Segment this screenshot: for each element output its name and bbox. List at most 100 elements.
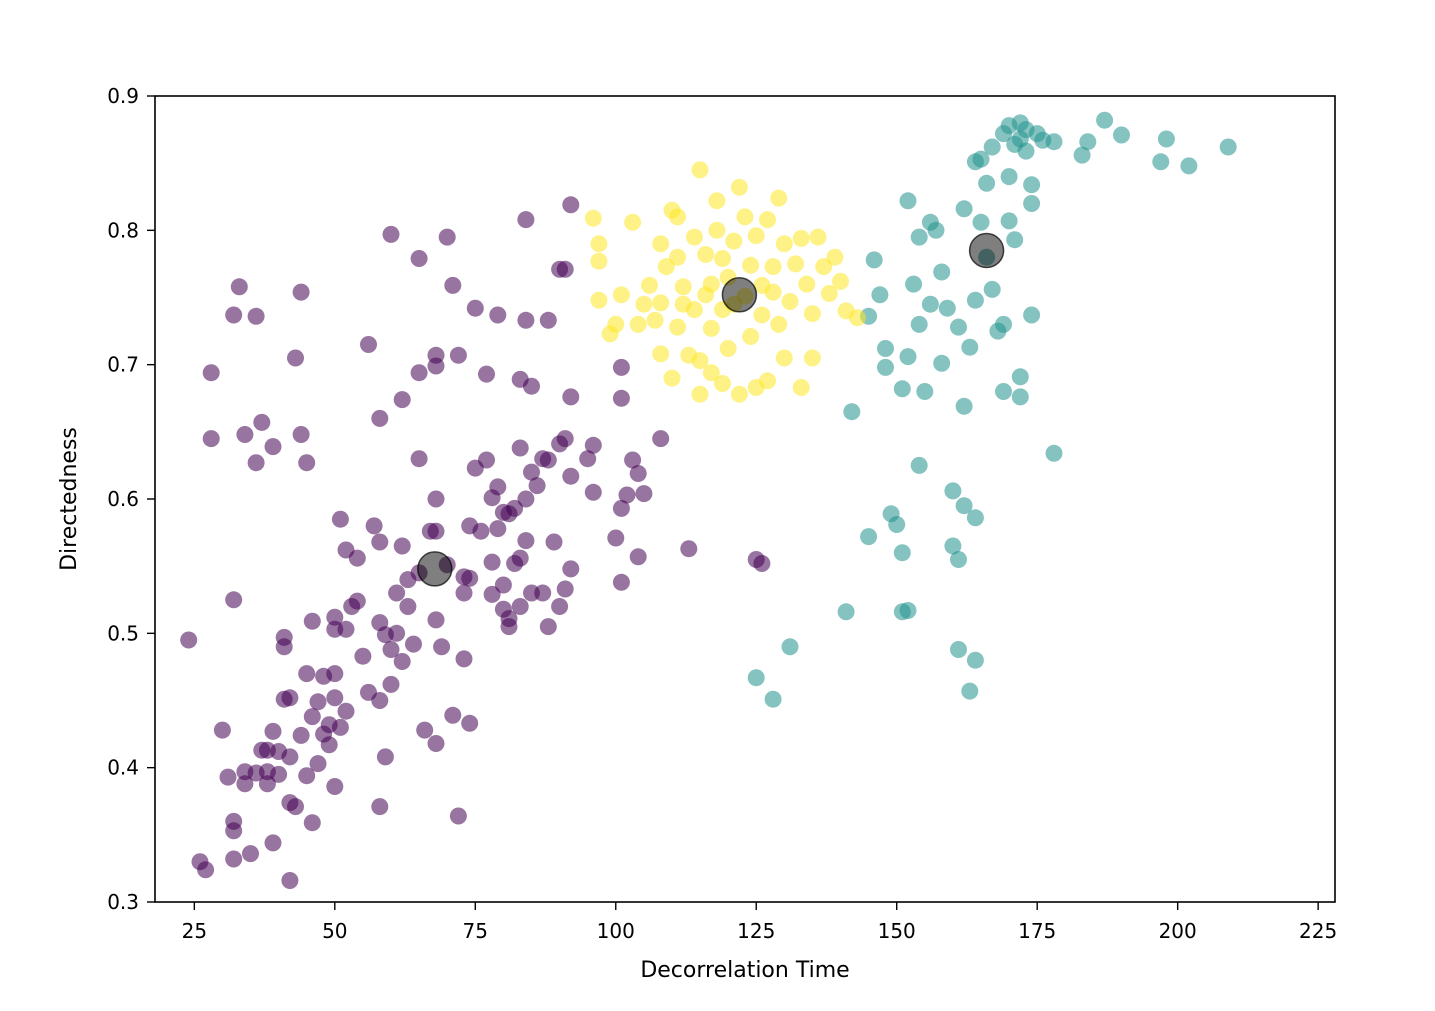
scatter-point-series1-41 [966, 509, 984, 527]
scatter-point-series0-141 [523, 377, 540, 395]
scatter-point-series0-62 [337, 620, 355, 638]
scatter-point-series0-5 [213, 721, 231, 739]
scatter-point-series0-38 [287, 798, 304, 816]
scatter-point-series0-154 [556, 260, 574, 278]
scatter-point-series0-85 [393, 653, 411, 670]
scatter-point-series1-61 [1011, 368, 1029, 386]
scatter-point-series0-25 [264, 722, 282, 740]
scatter-point-series0-91 [410, 450, 428, 468]
scatter-point-series0-53 [320, 736, 338, 754]
scatter-point-series1-21 [910, 315, 928, 333]
scatter-point-series0-93 [416, 721, 434, 739]
scatter-point-series1-19 [905, 275, 923, 293]
scatter-point-series0-74 [371, 692, 389, 709]
scatter-point-series0-138 [517, 311, 535, 329]
scatter-point-series1-3 [837, 603, 855, 621]
scatter-point-series0-174 [652, 430, 670, 448]
scatter-point-series0-78 [382, 225, 400, 243]
scatter-point-series1-62 [1011, 388, 1029, 406]
scatter-point-series1-22 [910, 228, 928, 246]
scatter-point-series2-8 [629, 315, 647, 333]
scatter-point-series0-27 [264, 834, 282, 852]
scatter-point-series2-27 [691, 385, 709, 403]
scatter-point-series0-118 [478, 451, 495, 469]
scatter-point-series2-60 [775, 349, 793, 367]
scatter-point-series1-79 [1219, 138, 1237, 156]
centroid-marker-0 [417, 551, 453, 587]
scatter-point-series1-18 [899, 192, 917, 210]
scatter-point-series2-66 [803, 305, 821, 323]
scatter-point-series0-99 [427, 611, 445, 629]
scatter-point-series0-41 [292, 726, 310, 744]
scatter-point-series1-30 [944, 482, 962, 500]
scatter-point-series0-135 [511, 549, 529, 567]
scatter-point-series0-44 [298, 767, 316, 785]
scatter-point-series2-31 [702, 275, 720, 293]
x-tick-label-1: 50 [322, 919, 347, 943]
scatter-point-series0-80 [382, 675, 400, 693]
y-axis-ticks: 0.3 0.4 0.5 0.6 0.7 0.8 0.9 [107, 84, 155, 914]
scatter-point-series1-8 [871, 286, 889, 304]
x-axis-ticks: 25 50 75 100 125 150 175 200 225 [182, 902, 1337, 943]
scatter-point-series0-155 [556, 430, 574, 448]
scatter-point-series1-20 [910, 456, 928, 474]
scatter-point-series1-78 [1180, 157, 1198, 175]
scatter-point-series0-157 [562, 196, 580, 214]
scatter-point-series0-121 [483, 585, 501, 603]
scatter-point-series1-52 [995, 315, 1012, 333]
scatter-point-series0-166 [612, 389, 630, 407]
scatter-point-series0-126 [494, 576, 512, 594]
x-tick-label-2: 75 [463, 919, 488, 943]
scatter-point-series0-146 [534, 584, 552, 602]
scatter-point-series0-72 [371, 533, 389, 551]
scatter-point-series0-33 [281, 689, 299, 707]
scatter-point-series0-136 [511, 598, 529, 615]
scatter-point-series2-36 [714, 250, 731, 267]
scatter-point-series1-71 [1045, 444, 1063, 462]
scatter-point-series0-117 [478, 365, 495, 383]
scatter-point-series0-140 [517, 532, 535, 550]
scatter-point-series1-42 [966, 291, 984, 309]
scatter-point-series0-162 [584, 436, 602, 454]
scatter-point-series1-77 [1157, 130, 1175, 148]
scatter-point-series2-2 [590, 252, 608, 270]
scatter-point-series1-49 [983, 280, 1001, 298]
scatter-point-series2-43 [730, 178, 748, 196]
scatter-point-series1-0 [747, 669, 765, 687]
scatter-point-series0-142 [523, 463, 540, 481]
scatter-point-series0-161 [579, 450, 597, 468]
scatter-point-series2-52 [753, 306, 771, 324]
scatter-point-series1-40 [966, 651, 984, 669]
scatter-point-series0-175 [680, 540, 698, 558]
scatter-point-series1-72 [1073, 146, 1091, 164]
scatter-point-series0-98 [427, 522, 445, 540]
scatter-point-series1-45 [972, 150, 990, 168]
scatter-point-series0-113 [461, 714, 479, 732]
scatter-point-series0-11 [225, 850, 243, 868]
scatter-point-series0-35 [281, 748, 299, 766]
scatter-point-series1-2 [781, 638, 799, 656]
scatter-point-series0-58 [326, 778, 344, 795]
scatter-point-series0-124 [489, 520, 507, 538]
scatter-point-series1-37 [955, 200, 973, 218]
scatter-point-series2-21 [674, 278, 692, 296]
scatter-point-series2-5 [607, 315, 625, 333]
scatter-point-series0-96 [427, 357, 445, 375]
scatter-point-series2-6 [612, 286, 630, 304]
scatter-point-series1-16 [899, 602, 917, 619]
scatter-point-series2-11 [646, 311, 664, 329]
scatter-point-series2-1 [590, 235, 608, 253]
scatter-point-series0-17 [247, 307, 265, 325]
scatter-point-series1-73 [1079, 133, 1097, 151]
scatter-point-series0-77 [376, 748, 394, 766]
scatter-point-series0-37 [287, 349, 304, 367]
scatter-point-series0-88 [405, 635, 422, 653]
scatter-point-series0-40 [292, 426, 310, 443]
scatter-point-series0-152 [551, 598, 569, 615]
scatter-point-series0-169 [618, 486, 636, 504]
scatter-point-series0-156 [556, 580, 574, 598]
scatter-point-series0-122 [489, 306, 507, 324]
scatter-point-series2-62 [787, 255, 805, 273]
scatter-point-series0-172 [629, 548, 647, 566]
scatter-point-series0-24 [258, 775, 276, 793]
